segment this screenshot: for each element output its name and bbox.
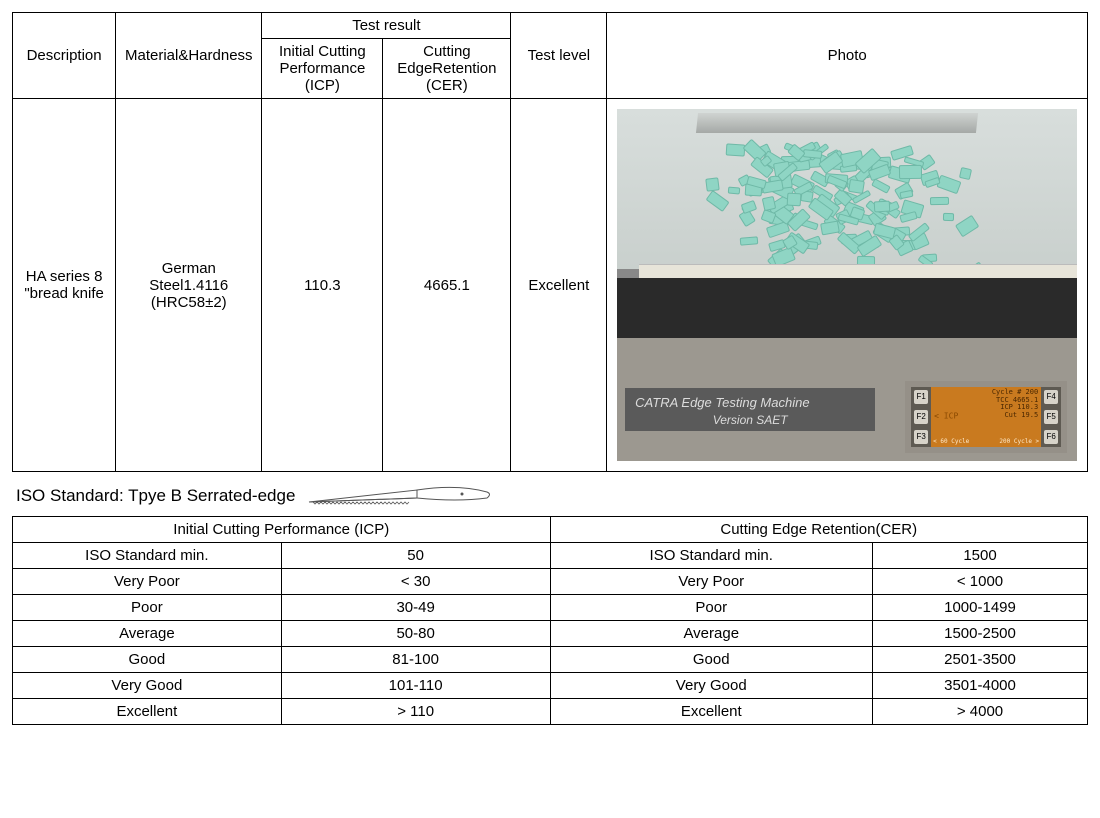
- std-label: Very Good: [550, 673, 873, 699]
- table-row: Very Poor< 30Very Poor< 1000: [13, 569, 1088, 595]
- std-cer-value: 1000-1499: [873, 595, 1088, 621]
- machine-label-line2: Version SAET: [635, 412, 865, 429]
- std-icp-value: 50: [281, 543, 550, 569]
- display-button: F4: [1044, 390, 1058, 404]
- std-icp-value: > 110: [281, 699, 550, 725]
- screen-bottom-left: < 60 Cycle: [933, 439, 969, 446]
- std-icp-value: 101-110: [281, 673, 550, 699]
- std-label: ISO Standard min.: [550, 543, 873, 569]
- header-icp: Initial Cutting Performance (ICP): [262, 39, 383, 99]
- std-cer-value: 1500-2500: [873, 621, 1088, 647]
- std-cer-value: 2501-3500: [873, 647, 1088, 673]
- std-label: Average: [13, 621, 282, 647]
- standards-table: Initial Cutting Performance (ICP) Cuttin…: [12, 516, 1088, 725]
- std-label: Excellent: [13, 699, 282, 725]
- test-result-table: Description Material&Hardness Test resul…: [12, 12, 1088, 472]
- std-cer-value: 3501-4000: [873, 673, 1088, 699]
- header-test-result: Test result: [262, 13, 511, 39]
- header-test-level: Test level: [511, 13, 607, 99]
- std-label: Poor: [13, 595, 282, 621]
- screen-mid: < ICP: [934, 413, 958, 422]
- std-icp-value: < 30: [281, 569, 550, 595]
- header-photo: Photo: [607, 13, 1088, 99]
- bread-knife-icon: [307, 482, 507, 510]
- std-cer-header: Cutting Edge Retention(CER): [550, 517, 1088, 543]
- header-material: Material&Hardness: [116, 13, 262, 99]
- display-button: F2: [914, 410, 928, 424]
- table-row: Good81-100Good2501-3500: [13, 647, 1088, 673]
- table-row: Average50-80Average1500-2500: [13, 621, 1088, 647]
- std-icp-value: 50-80: [281, 621, 550, 647]
- display-button: F3: [914, 430, 928, 444]
- std-cer-value: < 1000: [873, 569, 1088, 595]
- table-row: Poor30-49Poor1000-1499: [13, 595, 1088, 621]
- iso-standard-text: ISO Standard: Tpye B Serrated-edge: [16, 486, 295, 506]
- std-label: Very Good: [13, 673, 282, 699]
- std-label: Good: [550, 647, 873, 673]
- display-button: F1: [914, 390, 928, 404]
- std-label: Good: [13, 647, 282, 673]
- cell-material: German Steel1.4116 (HRC58±2): [116, 99, 262, 472]
- std-label: ISO Standard min.: [13, 543, 282, 569]
- screen-bottom-right: 200 Cycle >: [999, 439, 1039, 446]
- std-label: Average: [550, 621, 873, 647]
- header-cer: Cutting EdgeRetention (CER): [383, 39, 511, 99]
- table-row: Excellent> 110Excellent> 4000: [13, 699, 1088, 725]
- std-label: Excellent: [550, 699, 873, 725]
- display-button: F6: [1044, 430, 1058, 444]
- display-button: F5: [1044, 410, 1058, 424]
- cell-photo: CATRA Edge Testing Machine Version SAET …: [607, 99, 1088, 472]
- table-row: ISO Standard min.50ISO Standard min.1500: [13, 543, 1088, 569]
- cell-description: HA series 8 "bread knife: [13, 99, 116, 472]
- machine-label: CATRA Edge Testing Machine Version SAET: [625, 388, 875, 431]
- cell-test-level: Excellent: [511, 99, 607, 472]
- std-cer-value: 1500: [873, 543, 1088, 569]
- cell-cer: 4665.1: [383, 99, 511, 472]
- table-row: HA series 8 "bread knife German Steel1.4…: [13, 99, 1088, 472]
- iso-standard-line: ISO Standard: Tpye B Serrated-edge: [16, 482, 1088, 510]
- std-cer-value: > 4000: [873, 699, 1088, 725]
- std-icp-value: 81-100: [281, 647, 550, 673]
- header-description: Description: [13, 13, 116, 99]
- std-icp-value: 30-49: [281, 595, 550, 621]
- std-label: Very Poor: [13, 569, 282, 595]
- std-label: Poor: [550, 595, 873, 621]
- cell-icp: 110.3: [262, 99, 383, 472]
- std-icp-header: Initial Cutting Performance (ICP): [13, 517, 551, 543]
- machine-display: F1F2F3 Cycle # 200TCC 4665.1ICP 110.3Cut…: [905, 381, 1067, 453]
- test-machine-photo: CATRA Edge Testing Machine Version SAET …: [617, 109, 1077, 461]
- std-label: Very Poor: [550, 569, 873, 595]
- table-row: Very Good101-110Very Good3501-4000: [13, 673, 1088, 699]
- machine-label-line1: CATRA Edge Testing Machine: [635, 395, 809, 410]
